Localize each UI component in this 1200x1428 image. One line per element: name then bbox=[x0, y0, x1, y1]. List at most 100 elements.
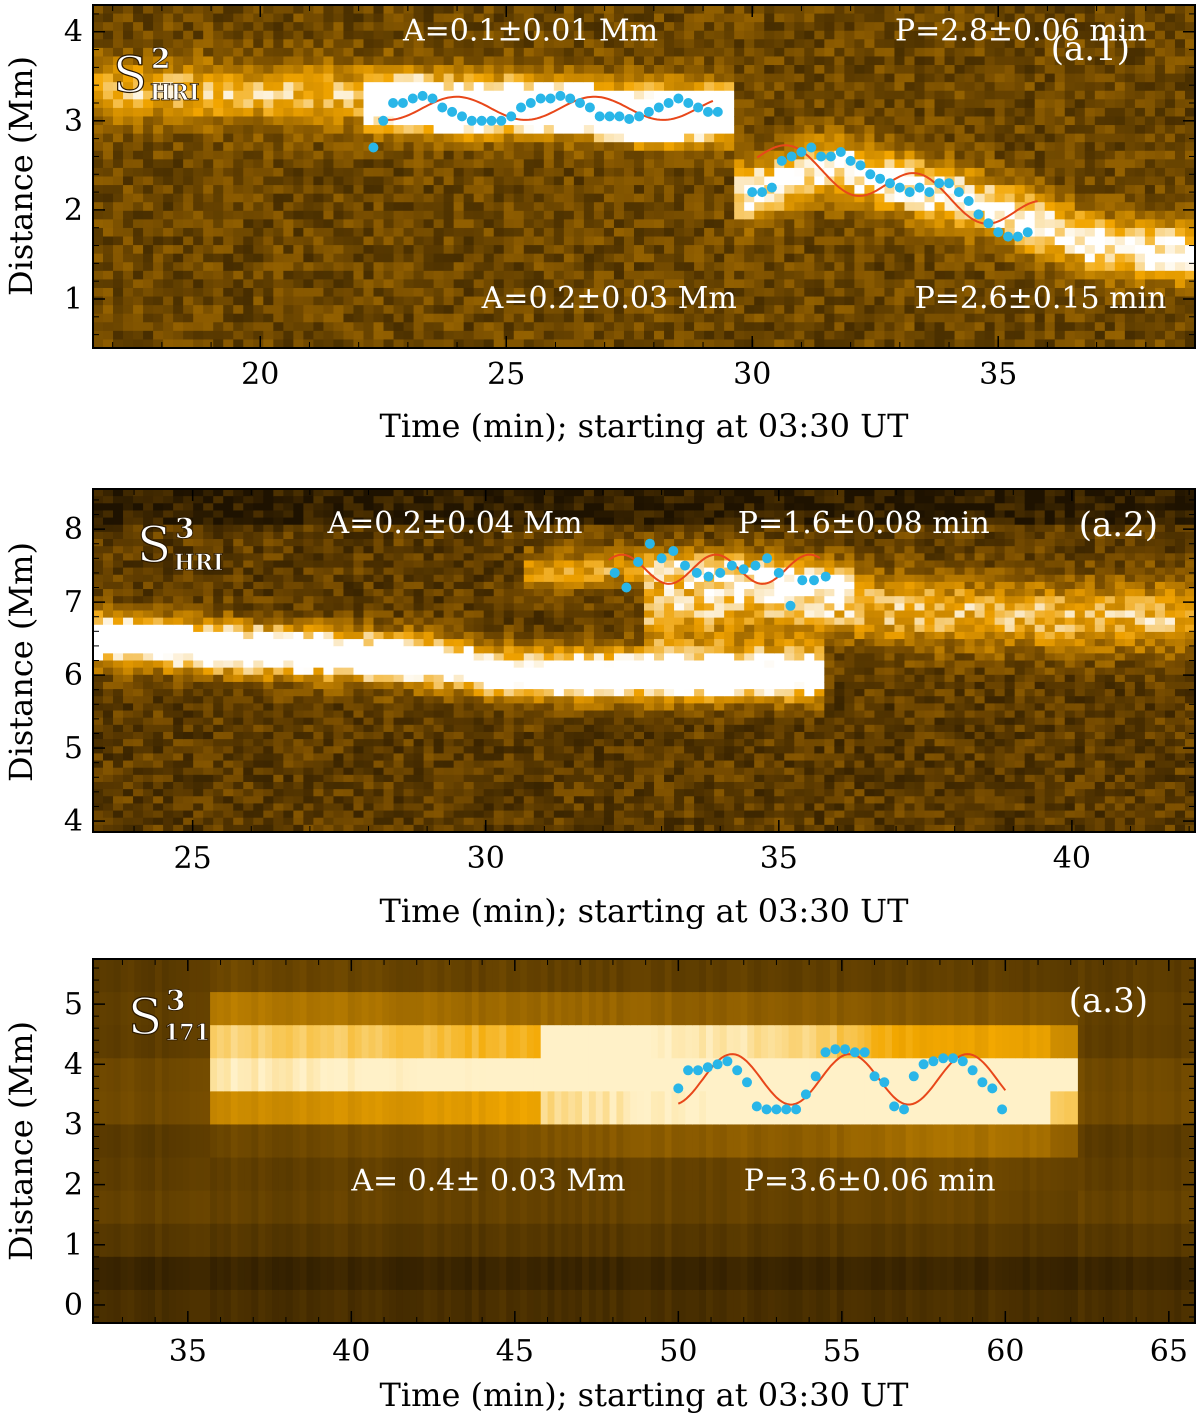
data-point bbox=[704, 572, 714, 582]
data-point bbox=[526, 98, 536, 108]
data-point bbox=[624, 114, 634, 124]
data-point bbox=[958, 1056, 968, 1066]
data-point bbox=[771, 1104, 781, 1114]
data-point bbox=[909, 1071, 919, 1081]
data-point bbox=[993, 227, 1003, 237]
data-point bbox=[693, 103, 703, 113]
data-point bbox=[816, 152, 826, 162]
x-tick-label: 25 bbox=[487, 357, 525, 392]
data-point bbox=[575, 98, 585, 108]
slit-subscript: HRI bbox=[174, 550, 223, 576]
data-point bbox=[968, 1065, 978, 1075]
data-point bbox=[777, 156, 787, 166]
data-point bbox=[870, 1071, 880, 1081]
data-point bbox=[850, 1047, 860, 1057]
data-point bbox=[865, 169, 875, 179]
data-point bbox=[879, 1077, 889, 1087]
y-axis-title: Distance (Mm) bbox=[2, 1021, 40, 1261]
data-point bbox=[605, 111, 615, 121]
data-point bbox=[516, 103, 526, 113]
data-point bbox=[948, 1053, 958, 1063]
panel-label: (a.1) bbox=[1051, 29, 1130, 69]
data-point bbox=[487, 116, 497, 126]
annotation-text: A=0.2±0.04 Mm bbox=[326, 506, 582, 541]
data-point bbox=[964, 196, 974, 206]
data-point bbox=[826, 152, 836, 162]
data-point bbox=[614, 111, 624, 121]
data-point bbox=[786, 601, 796, 611]
data-point bbox=[767, 183, 777, 193]
y-axis-title: Distance (Mm) bbox=[2, 56, 40, 296]
data-point bbox=[408, 94, 418, 104]
data-point bbox=[645, 539, 655, 549]
annotation-text: A=0.2±0.03 Mm bbox=[481, 281, 737, 316]
data-point bbox=[757, 187, 767, 197]
data-point bbox=[899, 1104, 909, 1114]
data-point bbox=[713, 1059, 723, 1069]
panel-label: (a.3) bbox=[1069, 981, 1148, 1021]
data-point bbox=[457, 111, 467, 121]
y-tick-label: 6 bbox=[64, 658, 83, 693]
data-point bbox=[905, 187, 915, 197]
y-tick-label: 3 bbox=[64, 104, 83, 139]
data-point bbox=[388, 98, 398, 108]
data-point bbox=[506, 111, 516, 121]
data-point bbox=[664, 98, 674, 108]
data-point bbox=[840, 1044, 850, 1054]
x-axis-title: Time (min); starting at 03:30 UT bbox=[380, 407, 910, 445]
data-point bbox=[536, 94, 546, 104]
data-point bbox=[889, 1101, 899, 1111]
annotation-text: P=3.6±0.06 min bbox=[744, 1164, 996, 1199]
data-point bbox=[673, 1083, 683, 1093]
data-point bbox=[885, 178, 895, 188]
data-point bbox=[668, 546, 678, 556]
x-axis-title: Time (min); starting at 03:30 UT bbox=[380, 892, 910, 930]
data-point bbox=[742, 1077, 752, 1087]
data-point bbox=[378, 116, 388, 126]
x-tick-label: 30 bbox=[467, 841, 505, 876]
y-tick-label: 3 bbox=[64, 1107, 83, 1142]
x-tick-label: 35 bbox=[169, 1334, 207, 1369]
plot-image bbox=[93, 959, 1196, 1324]
data-point bbox=[781, 1104, 791, 1114]
x-tick-label: 25 bbox=[174, 841, 212, 876]
y-axis-title: Distance (Mm) bbox=[2, 542, 40, 782]
x-tick-label: 55 bbox=[823, 1334, 861, 1369]
data-point bbox=[546, 94, 556, 104]
data-point bbox=[928, 1056, 938, 1066]
y-tick-label: 2 bbox=[64, 193, 83, 228]
y-tick-label: 0 bbox=[64, 1288, 83, 1323]
data-point bbox=[683, 1065, 693, 1075]
data-point bbox=[944, 178, 954, 188]
data-point bbox=[673, 94, 683, 104]
data-point bbox=[418, 91, 428, 101]
data-point bbox=[747, 187, 757, 197]
data-point bbox=[703, 1062, 713, 1072]
x-tick-label: 20 bbox=[241, 357, 279, 392]
data-point bbox=[997, 1104, 1007, 1114]
data-point bbox=[715, 568, 725, 578]
data-point bbox=[585, 103, 595, 113]
slit-letter: S bbox=[137, 516, 171, 574]
slit-letter: S bbox=[128, 988, 162, 1046]
data-point bbox=[467, 116, 477, 126]
data-point bbox=[727, 561, 737, 571]
y-tick-label: 2 bbox=[64, 1168, 83, 1203]
data-point bbox=[974, 209, 984, 219]
panel-label: (a.2) bbox=[1079, 505, 1158, 545]
y-tick-label: 5 bbox=[64, 987, 83, 1022]
x-tick-label: 65 bbox=[1150, 1334, 1188, 1369]
data-point bbox=[830, 1044, 840, 1054]
data-point bbox=[806, 143, 816, 153]
data-point bbox=[915, 183, 925, 193]
data-point bbox=[368, 143, 378, 153]
data-point bbox=[774, 568, 784, 578]
data-point bbox=[565, 94, 575, 104]
data-point bbox=[977, 1077, 987, 1087]
data-point bbox=[752, 1101, 762, 1111]
